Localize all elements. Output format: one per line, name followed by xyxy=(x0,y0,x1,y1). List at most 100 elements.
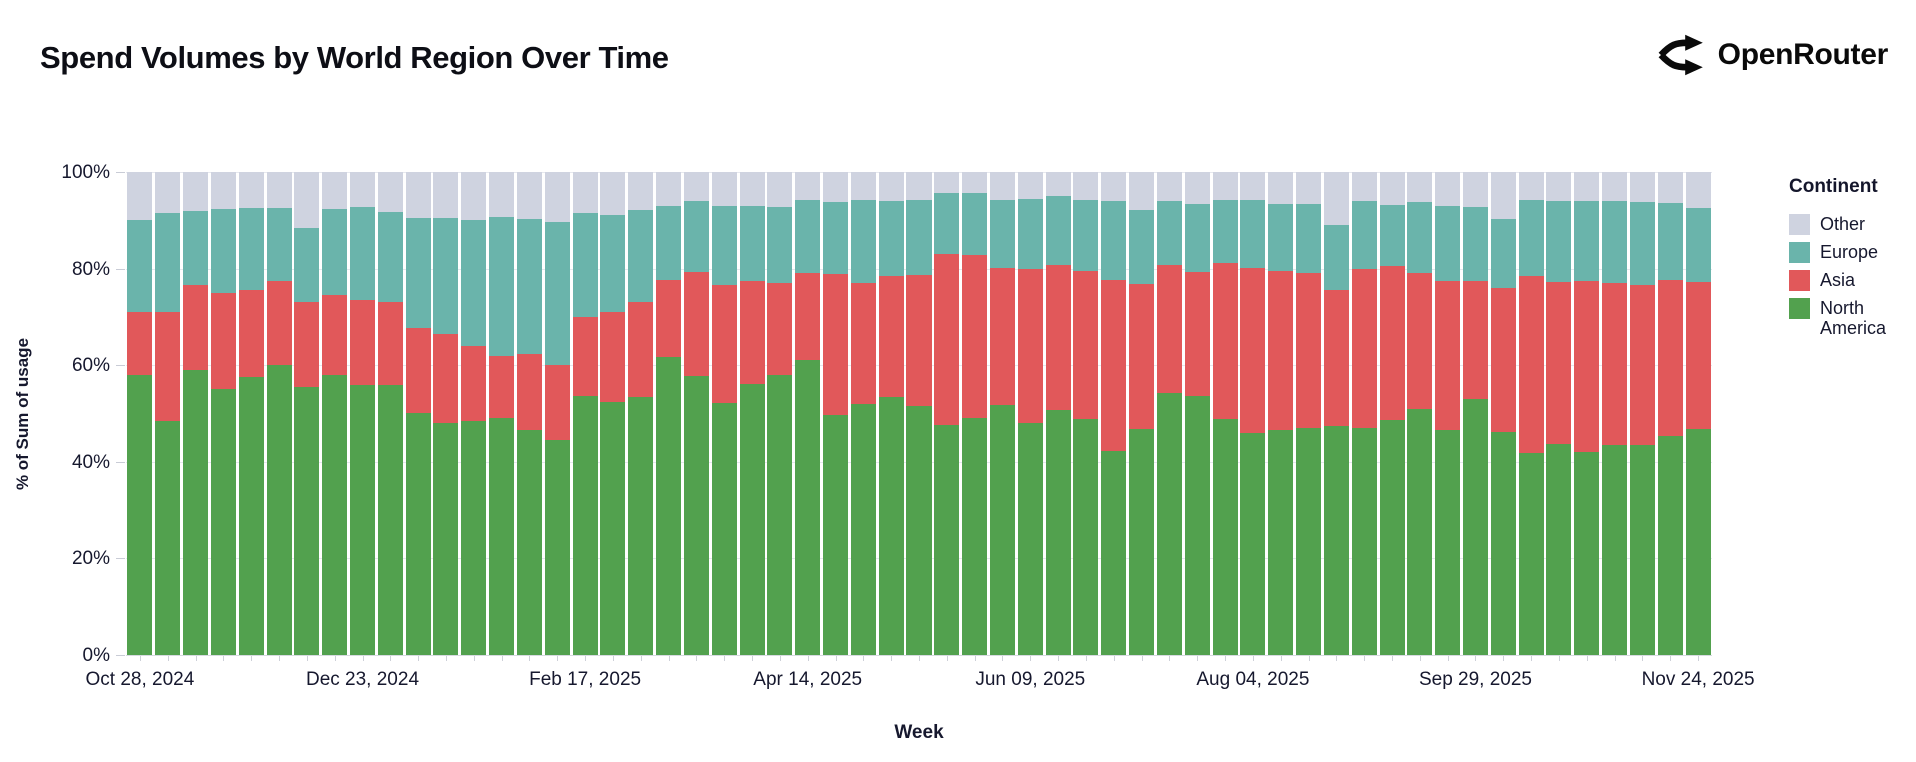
bar-segment-europe[interactable] xyxy=(906,200,932,276)
bar-segment-europe[interactable] xyxy=(1407,202,1433,274)
bar-segment-north-america[interactable] xyxy=(1323,425,1349,655)
bar-segment-north-america[interactable] xyxy=(322,374,348,655)
bar-segment-asia[interactable] xyxy=(962,254,988,419)
bar-segment-north-america[interactable] xyxy=(1685,428,1711,655)
bar-segment-asia[interactable] xyxy=(1490,287,1516,432)
bar-segment-asia[interactable] xyxy=(1268,271,1294,430)
bar-segment-north-america[interactable] xyxy=(934,424,960,655)
bar-segment-asia[interactable] xyxy=(349,299,375,385)
bar-segment-europe[interactable] xyxy=(1657,202,1683,280)
bar-segment-asia[interactable] xyxy=(489,355,515,419)
bar-segment-europe[interactable] xyxy=(516,218,542,354)
bar-segment-north-america[interactable] xyxy=(1184,396,1210,655)
bar-segment-north-america[interactable] xyxy=(294,386,320,655)
bar-segment-north-america[interactable] xyxy=(1629,444,1655,655)
bar-segment-other[interactable] xyxy=(711,172,737,207)
bar-segment-europe[interactable] xyxy=(795,200,821,273)
bar-segment-europe[interactable] xyxy=(572,213,598,317)
bar-segment-north-america[interactable] xyxy=(1602,445,1628,655)
bar-segment-europe[interactable] xyxy=(1629,201,1655,286)
bar-segment-north-america[interactable] xyxy=(1156,392,1182,655)
bar-segment-asia[interactable] xyxy=(1240,268,1266,433)
bar-segment-other[interactable] xyxy=(962,172,988,193)
bar-segment-other[interactable] xyxy=(989,172,1015,200)
bar-segment-asia[interactable] xyxy=(544,365,570,440)
bar-segment-other[interactable] xyxy=(1073,172,1099,200)
bar-segment-asia[interactable] xyxy=(1184,271,1210,397)
bar-segment-north-america[interactable] xyxy=(1518,452,1544,655)
bar-segment-asia[interactable] xyxy=(1323,290,1349,426)
bar-segment-europe[interactable] xyxy=(683,201,709,272)
bar-segment-other[interactable] xyxy=(1685,172,1711,208)
bar-segment-other[interactable] xyxy=(322,172,348,209)
bar-segment-asia[interactable] xyxy=(1629,285,1655,445)
bar-segment-asia[interactable] xyxy=(878,275,904,397)
bar-segment-north-america[interactable] xyxy=(1351,427,1377,655)
bar-segment-europe[interactable] xyxy=(1073,199,1099,272)
bar-segment-asia[interactable] xyxy=(1101,279,1127,452)
bar-segment-north-america[interactable] xyxy=(155,420,181,655)
bar-segment-asia[interactable] xyxy=(683,271,709,377)
bar-segment-asia[interactable] xyxy=(1657,279,1683,437)
bar-segment-europe[interactable] xyxy=(155,213,181,313)
bar-segment-europe[interactable] xyxy=(294,227,320,303)
bar-segment-north-america[interactable] xyxy=(516,429,542,655)
bar-segment-other[interactable] xyxy=(1156,172,1182,202)
bar-segment-europe[interactable] xyxy=(823,202,849,274)
bar-segment-other[interactable] xyxy=(349,172,375,208)
bar-segment-other[interactable] xyxy=(1323,172,1349,226)
bar-segment-europe[interactable] xyxy=(1045,195,1071,265)
bar-segment-north-america[interactable] xyxy=(433,423,459,655)
bar-segment-asia[interactable] xyxy=(405,327,431,414)
bar-segment-other[interactable] xyxy=(1490,172,1516,219)
bar-segment-asia[interactable] xyxy=(1602,282,1628,446)
bar-segment-other[interactable] xyxy=(1379,172,1405,205)
bar-segment-north-america[interactable] xyxy=(1045,409,1071,655)
bar-segment-other[interactable] xyxy=(739,172,765,206)
bar-segment-other[interactable] xyxy=(683,172,709,202)
bar-segment-north-america[interactable] xyxy=(989,405,1015,655)
bar-segment-north-america[interactable] xyxy=(1129,429,1155,655)
bar-segment-europe[interactable] xyxy=(238,208,264,291)
bar-segment-europe[interactable] xyxy=(127,220,153,313)
bar-segment-other[interactable] xyxy=(294,172,320,228)
bar-segment-europe[interactable] xyxy=(433,217,459,334)
bar-segment-asia[interactable] xyxy=(1017,268,1043,423)
bar-segment-europe[interactable] xyxy=(349,207,375,300)
bar-segment-north-america[interactable] xyxy=(1017,422,1043,655)
bar-segment-north-america[interactable] xyxy=(183,370,209,655)
bar-segment-europe[interactable] xyxy=(1129,209,1155,284)
bar-segment-europe[interactable] xyxy=(1017,199,1043,269)
bar-segment-other[interactable] xyxy=(600,172,626,216)
bar-segment-north-america[interactable] xyxy=(850,403,876,655)
bar-segment-other[interactable] xyxy=(934,172,960,193)
bar-segment-north-america[interactable] xyxy=(711,402,737,655)
bar-segment-north-america[interactable] xyxy=(795,360,821,655)
bar-segment-north-america[interactable] xyxy=(962,418,988,655)
bar-segment-asia[interactable] xyxy=(183,285,209,370)
bar-segment-other[interactable] xyxy=(878,172,904,201)
bar-segment-europe[interactable] xyxy=(989,199,1015,269)
bar-segment-other[interactable] xyxy=(628,172,654,210)
legend-item-europe[interactable]: Europe xyxy=(1789,242,1914,263)
bar-segment-north-america[interactable] xyxy=(1240,432,1266,655)
bar-segment-asia[interactable] xyxy=(850,283,876,404)
bar-segment-europe[interactable] xyxy=(544,221,570,366)
bar-segment-europe[interactable] xyxy=(1490,218,1516,288)
legend-item-other[interactable]: Other xyxy=(1789,214,1914,235)
bar-segment-europe[interactable] xyxy=(739,205,765,282)
bar-segment-asia[interactable] xyxy=(1156,264,1182,393)
bar-segment-north-america[interactable] xyxy=(1212,419,1238,655)
bar-segment-europe[interactable] xyxy=(850,200,876,284)
bar-segment-other[interactable] xyxy=(1574,172,1600,201)
bar-segment-asia[interactable] xyxy=(1685,282,1711,429)
bar-segment-asia[interactable] xyxy=(1435,280,1461,430)
bar-segment-north-america[interactable] xyxy=(1574,452,1600,655)
bar-segment-north-america[interactable] xyxy=(1435,429,1461,655)
bar-segment-asia[interactable] xyxy=(600,312,626,402)
bar-segment-north-america[interactable] xyxy=(461,420,487,655)
bar-segment-other[interactable] xyxy=(1240,172,1266,201)
bar-segment-europe[interactable] xyxy=(1323,225,1349,291)
bar-segment-europe[interactable] xyxy=(1435,205,1461,281)
bar-segment-other[interactable] xyxy=(1602,172,1628,201)
